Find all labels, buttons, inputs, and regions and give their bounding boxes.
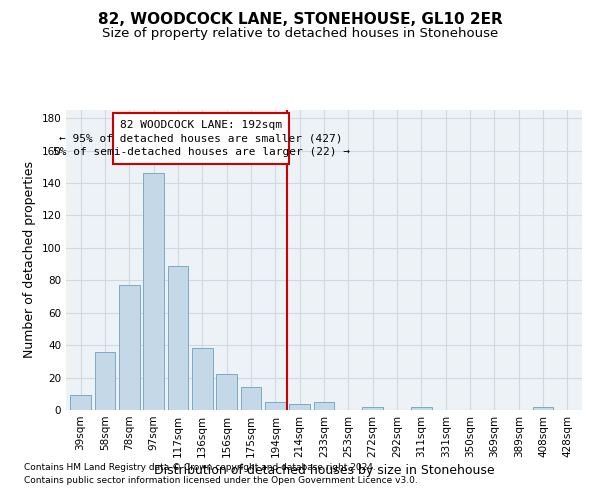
Bar [192,348,212,410]
Bar [119,285,140,410]
Bar [143,173,164,410]
Bar [314,402,334,410]
Text: Contains HM Land Registry data © Crown copyright and database right 2024.: Contains HM Land Registry data © Crown c… [24,464,376,472]
Bar [533,407,553,410]
Text: 82, WOODCOCK LANE, STONEHOUSE, GL10 2ER: 82, WOODCOCK LANE, STONEHOUSE, GL10 2ER [98,12,502,28]
Bar [265,402,286,410]
Bar [241,388,262,410]
Bar [362,407,383,410]
Bar [411,407,432,410]
Text: ← 95% of detached houses are smaller (427): ← 95% of detached houses are smaller (42… [59,134,343,143]
Text: 5% of semi-detached houses are larger (22) →: 5% of semi-detached houses are larger (2… [53,147,350,157]
Bar [216,374,237,410]
Bar [113,113,289,164]
Bar [70,396,91,410]
X-axis label: Distribution of detached houses by size in Stonehouse: Distribution of detached houses by size … [154,464,494,477]
Y-axis label: Number of detached properties: Number of detached properties [23,162,36,358]
Text: Size of property relative to detached houses in Stonehouse: Size of property relative to detached ho… [102,28,498,40]
Text: 82 WOODCOCK LANE: 192sqm: 82 WOODCOCK LANE: 192sqm [120,120,282,130]
Bar [95,352,115,410]
Bar [289,404,310,410]
Text: Contains public sector information licensed under the Open Government Licence v3: Contains public sector information licen… [24,476,418,485]
Bar [167,266,188,410]
